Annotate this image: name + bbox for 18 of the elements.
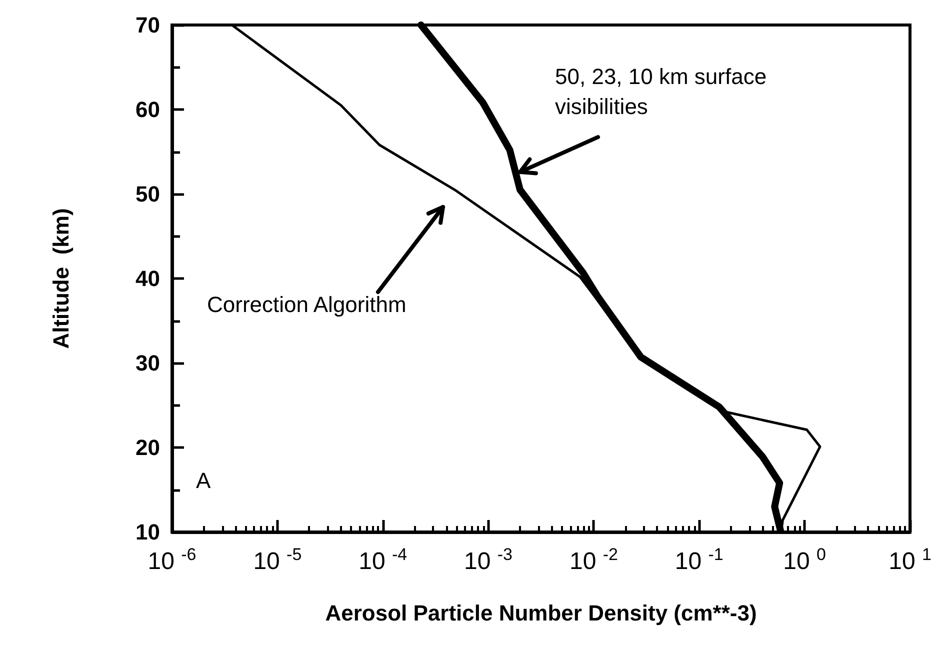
x-tick-label: 10-1 [674,545,724,575]
y-tick-label: 40 [136,266,160,291]
y-tick-label: 10 [136,520,160,544]
y-tick-label: 70 [136,12,160,38]
x-tick-label: 10-2 [569,545,618,575]
y-tick-label: 30 [136,350,160,376]
y-axis-title: Altitude (km) [48,208,74,349]
x-tick-label: 10-6 [148,545,196,575]
y-tick-label: 50 [136,182,160,206]
x-tick-label: 10-5 [253,545,302,575]
annotation: Correction Algorithm [207,291,408,319]
y-tick-label: 20 [136,435,160,460]
annotation: 50, 23, 10 km surface visibilities [555,63,768,122]
x-tick-label: 10-4 [358,545,408,575]
y-tick-label: 60 [136,97,160,122]
x-tick-label: 10-3 [464,545,513,575]
annotation: A [196,467,212,495]
x-axis-title: Aerosol Particle Number Density (cm**-3) [325,600,757,626]
